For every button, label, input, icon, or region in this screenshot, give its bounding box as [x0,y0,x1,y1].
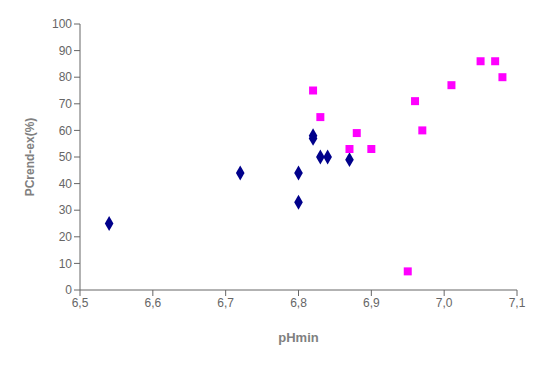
svg-text:PCrend-ex(%): PCrend-ex(%) [23,118,37,197]
svg-text:6,8: 6,8 [290,296,307,310]
svg-text:pHmin: pHmin [278,330,319,345]
svg-text:6,5: 6,5 [72,296,89,310]
svg-text:70: 70 [59,97,73,111]
svg-text:6,7: 6,7 [217,296,234,310]
svg-text:10: 10 [59,257,73,271]
svg-text:80: 80 [59,70,73,84]
svg-text:0: 0 [65,283,72,297]
svg-text:50: 50 [59,150,73,164]
svg-text:100: 100 [52,17,72,31]
svg-text:6,9: 6,9 [363,296,380,310]
svg-text:7,0: 7,0 [436,296,453,310]
svg-text:40: 40 [59,177,73,191]
svg-text:20: 20 [59,230,73,244]
svg-text:60: 60 [59,124,73,138]
svg-text:6,6: 6,6 [144,296,161,310]
svg-text:90: 90 [59,44,73,58]
svg-text:7,1: 7,1 [509,296,526,310]
svg-text:30: 30 [59,203,73,217]
